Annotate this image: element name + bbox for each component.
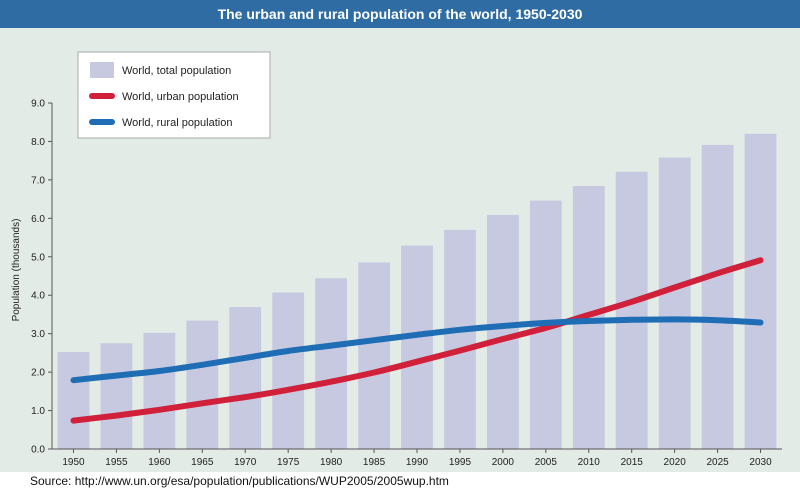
x-tick-label: 1975: [277, 457, 300, 468]
y-tick-label: 4.0: [31, 291, 45, 302]
x-tick-label: 1950: [62, 457, 85, 468]
bar-total-2020: [658, 157, 691, 449]
x-tick-label: 1980: [320, 457, 343, 468]
y-tick-label: 1.0: [31, 406, 45, 417]
bar-total-2030: [744, 133, 777, 450]
bar-total-1950: [57, 352, 90, 449]
x-tick-label: 1990: [406, 457, 429, 468]
bar-total-1960: [143, 332, 176, 449]
y-tick-label: 2.0: [31, 368, 45, 379]
bar-total-1970: [229, 307, 262, 449]
bar-total-1955: [100, 343, 133, 449]
y-tick-label: 0.0: [31, 445, 45, 456]
lines-layer: [70, 257, 764, 424]
x-tick-label: 2000: [492, 457, 515, 468]
bar-total-1985: [358, 262, 390, 449]
y-tick-label: 6.0: [31, 214, 45, 225]
x-tick-label: 1965: [191, 457, 214, 468]
x-tick-label: 1970: [234, 457, 257, 468]
bars-layer: [57, 133, 777, 450]
y-tick-label: 8.0: [31, 137, 45, 148]
x-tick-label: 1955: [105, 457, 128, 468]
bar-total-1975: [272, 292, 305, 449]
population-chart: 0.01.02.03.04.05.06.07.08.09.0 1950 1955 1…: [11, 51, 782, 468]
bar-total-2015: [615, 171, 648, 450]
bar-total-1980: [315, 278, 347, 449]
y-tick-label: 5.0: [31, 252, 45, 263]
line-rural-population: [70, 316, 764, 384]
x-tick-label: 2020: [664, 457, 687, 468]
y-tick-label: 3.0: [31, 329, 45, 340]
x-tick-label: 1995: [449, 457, 472, 468]
x-tick-label: 1960: [148, 457, 171, 468]
bar-total-1995: [444, 229, 476, 449]
x-tick-label: 2005: [535, 457, 558, 468]
legend: World, total population World, urban popu…: [77, 51, 271, 139]
bar-total-2025: [701, 144, 734, 449]
legend-label: World, urban population: [122, 91, 239, 103]
legend-label: World, rural population: [122, 117, 232, 129]
legend-label: World, total population: [122, 65, 231, 77]
x-tick-label: 2025: [706, 457, 729, 468]
source-note: Source: http://www.un.org/esa/population…: [0, 472, 800, 490]
y-axis-title: Population (thousands): [11, 219, 22, 322]
bar-total-2000: [487, 214, 519, 449]
legend-swatch-total: [90, 62, 114, 78]
line-urban-population: [70, 257, 764, 424]
x-tick-label: 2015: [621, 457, 644, 468]
x-tick-label: 2030: [749, 457, 772, 468]
y-tick-label: 7.0: [31, 175, 45, 186]
chart-title: The urban and rural population of the wo…: [0, 0, 800, 28]
x-axis: 1950 1955 1960 1965 1970 1975 1980 1985 1990 1995…: [52, 448, 782, 468]
y-tick-label: 9.0: [31, 99, 45, 110]
bar-total-1990: [401, 245, 433, 449]
x-tick-label: 1985: [363, 457, 386, 468]
x-tick-label: 2010: [578, 457, 601, 468]
y-axis: 0.0 1.0 2.0 3.0 4.0 5.0 6.0 7.0 8.0 9.0: [31, 99, 53, 456]
bar-total-1965: [186, 320, 219, 449]
